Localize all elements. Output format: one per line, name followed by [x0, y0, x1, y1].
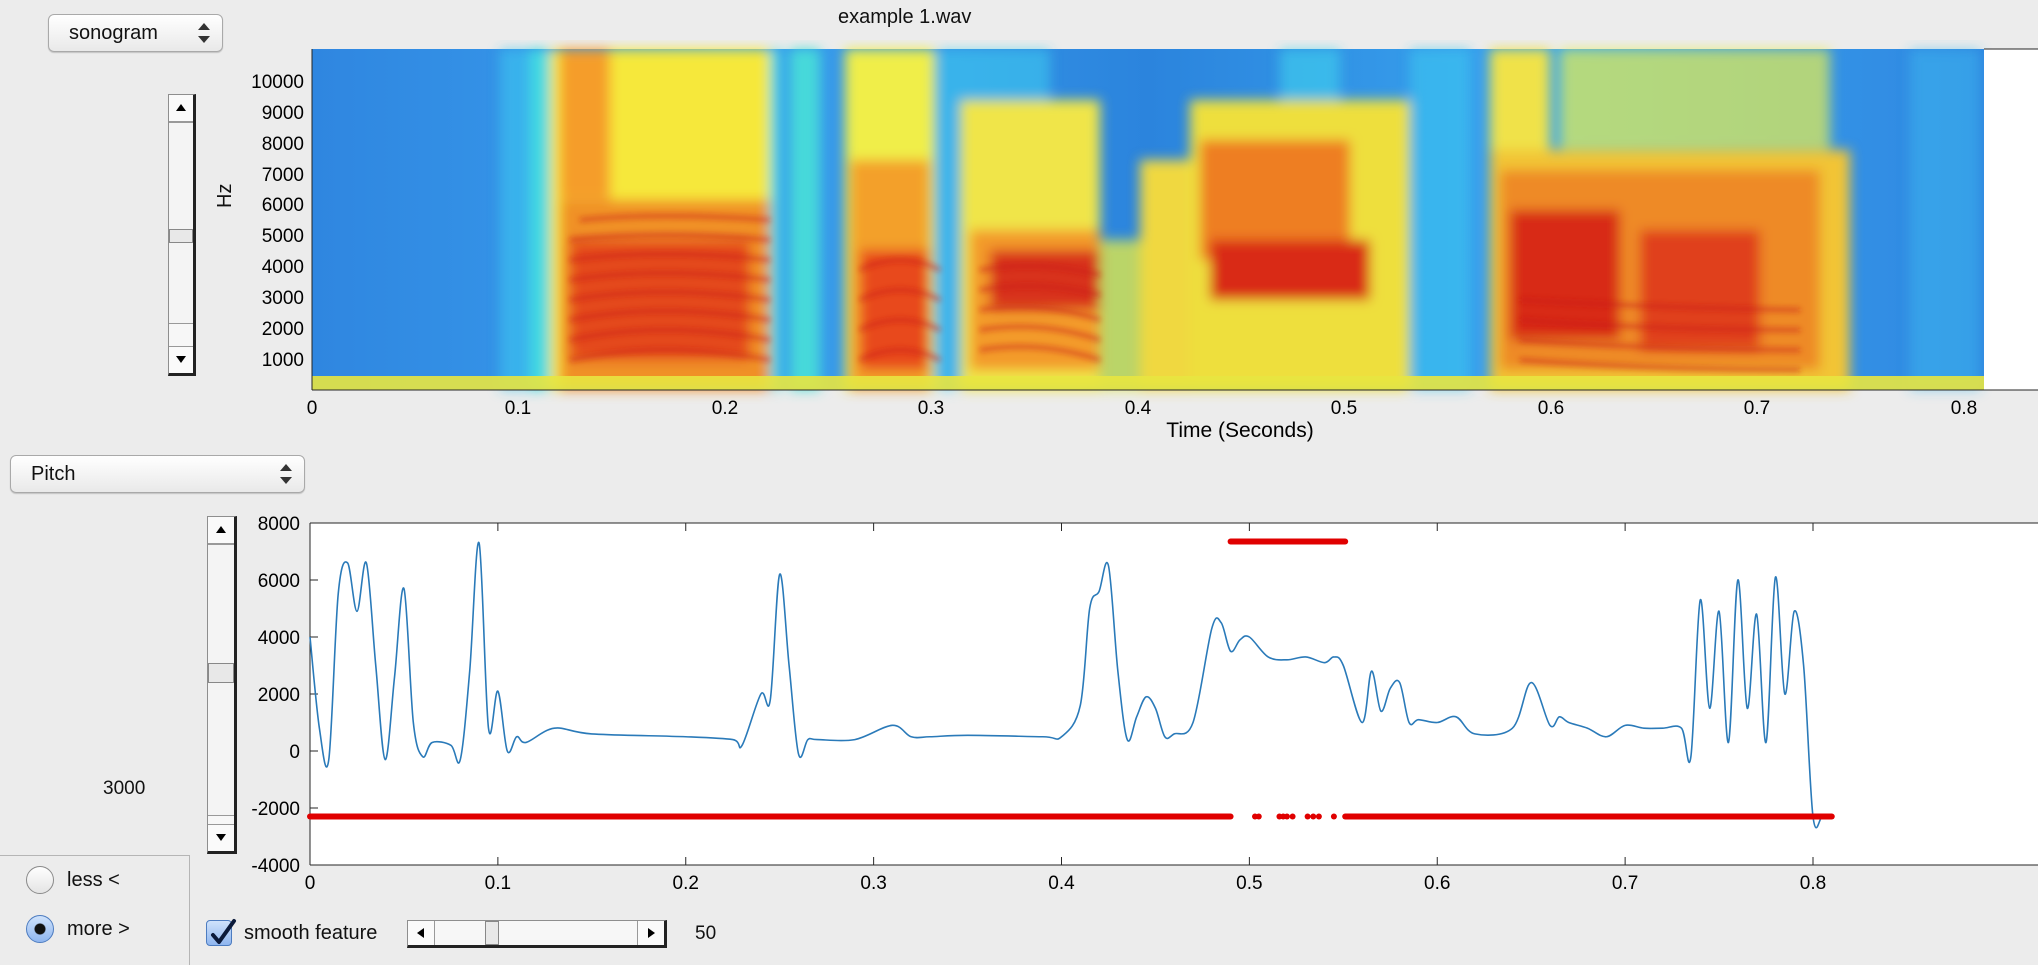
pitch-series: [307, 538, 1835, 829]
scroll-up-arrow-icon[interactable]: [208, 517, 234, 544]
x-tick-label: 0.5: [1236, 873, 1262, 894]
sonogram-y-ticks: 1000 2000 3000 4000 5000 6000 7000 8000 …: [251, 72, 304, 371]
y-tick-label: 4000: [258, 628, 300, 649]
sonogram-y-axis-label: Hz: [214, 183, 236, 208]
threshold-vertical-scrollbar[interactable]: [207, 516, 237, 854]
y-tick: 9000: [262, 103, 304, 124]
sonogram-x-ticks: 0 0.1 0.2 0.3 0.4 0.5 0.6 0.7 0.8: [307, 398, 1978, 419]
sonogram-vertical-scrollbar[interactable]: [168, 94, 196, 376]
x-tick-label: 0.7: [1612, 873, 1638, 894]
x-tick: 0: [307, 398, 318, 419]
sonogram-plot: 1000 2000 3000 4000 5000 6000 7000 8000 …: [251, 48, 2038, 442]
x-tick: 0.6: [1538, 398, 1564, 419]
below-threshold-marker-dot: [1289, 813, 1296, 820]
pitch-plot: -4000 -2000 0 2000 4000 6000 8000 0 0.1 0.2 0.3 0.…: [251, 514, 2038, 894]
x-tick: 0.2: [712, 398, 738, 419]
x-tick: 0.4: [1125, 398, 1152, 419]
x-tick: 0.1: [505, 398, 531, 419]
pitch-x-ticks: 0 0.1 0.2 0.3 0.4 0.5 0.6 0.7 0.8: [305, 523, 1826, 894]
smooth-slider[interactable]: [407, 920, 667, 948]
scroll-thumb[interactable]: [208, 663, 234, 683]
pitch-y-ticks: -4000 -2000 0 2000 4000 6000 8000: [251, 514, 318, 877]
y-tick: 6000: [262, 195, 304, 216]
radio-less[interactable]: [26, 866, 54, 894]
x-tick-label: 0: [305, 873, 316, 894]
y-tick: 4000: [262, 257, 304, 278]
y-tick: 2000: [262, 319, 304, 340]
x-tick-label: 0.4: [1048, 873, 1075, 894]
x-tick: 0.7: [1744, 398, 1770, 419]
below-threshold-marker-dot: [1330, 813, 1337, 820]
scroll-left-arrow-icon[interactable]: [408, 921, 435, 945]
spectrogram-image: [312, 49, 1984, 390]
smooth-feature-label[interactable]: smooth feature: [244, 922, 378, 944]
threshold-value: 3000: [103, 778, 146, 799]
feature-select[interactable]: Pitch: [10, 455, 305, 493]
select-arrows-icon: [280, 462, 292, 486]
scroll-thumb[interactable]: [169, 229, 193, 243]
checkmark-icon: [211, 919, 236, 944]
file-title: example 1.wav: [838, 6, 972, 28]
radio-more[interactable]: [26, 915, 54, 943]
y-tick: 5000: [262, 226, 304, 247]
feature-select-value: Pitch: [31, 463, 76, 485]
y-tick: 1000: [262, 350, 304, 371]
below-threshold-marker-dot: [1283, 813, 1290, 820]
comparison-radio-panel: less < more >: [0, 855, 190, 965]
radio-more-label[interactable]: more >: [67, 918, 130, 940]
y-tick-label: -2000: [251, 799, 300, 820]
pitch-line: [309, 541, 1832, 829]
y-tick: 10000: [251, 72, 304, 93]
scroll-up-arrow-icon[interactable]: [169, 95, 193, 122]
x-tick-label: 0.6: [1424, 873, 1450, 894]
x-tick: 0.8: [1951, 398, 1977, 419]
y-tick: 3000: [262, 288, 304, 309]
smooth-feature-checkbox[interactable]: [206, 919, 236, 946]
smooth-slider-thumb[interactable]: [485, 921, 499, 945]
x-tick: 0.5: [1331, 398, 1357, 419]
y-tick-label: -4000: [251, 856, 300, 877]
x-tick-label: 0.1: [485, 873, 511, 894]
x-tick: 0.3: [918, 398, 944, 419]
y-tick-label: 2000: [258, 685, 300, 706]
select-arrows-icon: [198, 21, 210, 45]
below-threshold-marker-dot: [1304, 813, 1311, 820]
x-tick-label: 0.2: [673, 873, 699, 894]
x-tick-label: 0.8: [1800, 873, 1826, 894]
y-tick-label: 6000: [258, 571, 300, 592]
sonogram-x-label: Time (Seconds): [1166, 419, 1313, 442]
scroll-down-arrow-icon[interactable]: [169, 346, 193, 373]
y-tick: 8000: [262, 134, 304, 155]
below-threshold-marker-dot: [1315, 813, 1322, 820]
scroll-right-arrow-icon[interactable]: [637, 921, 664, 945]
below-threshold-marker-dot: [1310, 813, 1317, 820]
y-tick-label: 0: [289, 742, 300, 763]
plot-type-select[interactable]: sonogram: [48, 14, 223, 52]
below-threshold-marker-dot: [1255, 813, 1262, 820]
y-tick: 7000: [262, 165, 304, 186]
y-tick-label: 8000: [258, 514, 300, 535]
x-tick-label: 0.3: [860, 873, 886, 894]
plot-type-select-value: sonogram: [69, 22, 158, 44]
scroll-down-arrow-icon[interactable]: [208, 824, 234, 851]
smooth-slider-value: 50: [695, 923, 717, 944]
radio-less-label[interactable]: less <: [67, 869, 120, 891]
scroll-track[interactable]: [169, 122, 193, 324]
